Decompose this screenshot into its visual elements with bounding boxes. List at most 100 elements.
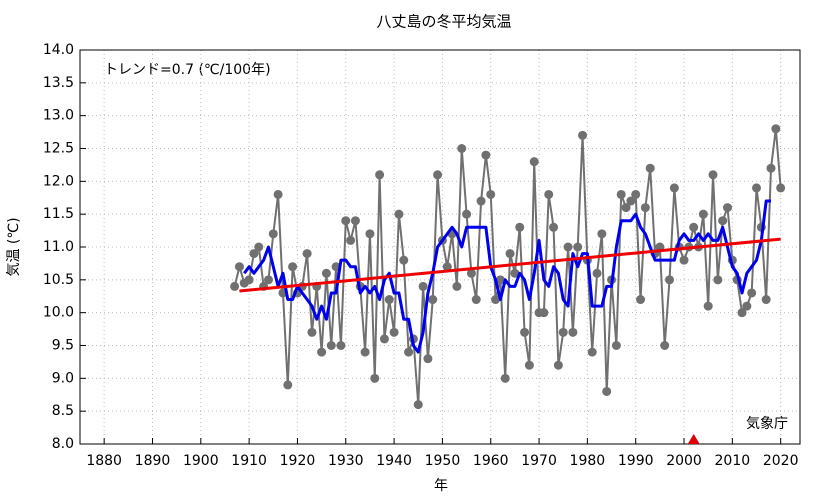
- data-point: [360, 347, 370, 357]
- data-point: [481, 150, 491, 160]
- data-point: [302, 249, 312, 259]
- data-point: [718, 216, 728, 226]
- x-tick-label: 1910: [231, 453, 267, 469]
- data-point: [568, 327, 578, 337]
- x-axis-label: 年: [434, 478, 448, 494]
- y-tick-label: 13.0: [43, 108, 74, 124]
- data-point: [370, 373, 380, 383]
- x-tick-label: 1940: [376, 453, 412, 469]
- data-point: [742, 301, 752, 311]
- y-tick-label: 9.5: [52, 338, 74, 354]
- data-point: [317, 347, 327, 357]
- data-point: [611, 341, 621, 350]
- y-tick-label: 11.5: [43, 206, 74, 222]
- data-point: [558, 327, 568, 337]
- data-point: [553, 360, 563, 370]
- data-point: [752, 183, 762, 193]
- x-tick-label: 1950: [425, 453, 461, 469]
- data-point: [723, 203, 733, 213]
- data-point: [283, 380, 293, 390]
- data-point: [423, 354, 433, 364]
- y-tick-label: 14.0: [43, 42, 74, 58]
- data-point: [404, 347, 414, 357]
- data-point: [626, 196, 636, 206]
- series-line: [243, 199, 772, 354]
- chart-title: 八丈島の冬平均気温: [376, 13, 511, 31]
- y-tick-label: 12.5: [43, 141, 74, 157]
- data-point: [433, 170, 443, 180]
- data-point: [737, 308, 747, 318]
- data-point: [230, 281, 240, 291]
- trend-annotation: トレンド=0.7 (℃/100年): [104, 62, 271, 78]
- data-point: [597, 229, 607, 239]
- x-tick-label: 1970: [521, 453, 557, 469]
- data-point: [515, 222, 525, 232]
- data-point: [336, 341, 346, 350]
- data-point: [452, 281, 462, 291]
- data-point: [587, 347, 597, 357]
- data-point: [365, 229, 375, 239]
- x-tick-label: 2010: [715, 453, 751, 469]
- data-point: [457, 144, 467, 153]
- y-tick-label: 13.5: [43, 75, 74, 91]
- x-tick-label: 2020: [763, 453, 799, 469]
- data-point: [495, 275, 505, 285]
- data-point: [379, 334, 389, 344]
- data-point: [234, 262, 244, 272]
- data-point: [578, 130, 588, 140]
- data-point: [500, 373, 510, 383]
- series-line: [239, 237, 781, 293]
- data-point: [346, 235, 356, 245]
- plot-frame: [79, 49, 801, 445]
- x-tick-label: 1900: [183, 453, 219, 469]
- data-point: [544, 189, 554, 199]
- x-tick-label: 1920: [280, 453, 316, 469]
- data-point: [602, 386, 612, 396]
- x-tick-label: 1990: [618, 453, 654, 469]
- data-point: [766, 163, 776, 173]
- y-tick-label: 9.0: [52, 370, 74, 386]
- y-tick-label: 10.0: [43, 305, 74, 321]
- y-tick-label: 8.5: [52, 403, 74, 419]
- y-axis-label: 気温 (℃): [6, 217, 22, 276]
- data-point: [616, 189, 626, 199]
- data-point: [399, 255, 409, 265]
- data-point: [394, 209, 404, 219]
- data-point: [350, 216, 360, 226]
- data-point: [636, 295, 646, 305]
- data-point: [592, 268, 602, 278]
- data-point: [321, 268, 331, 278]
- data-point: [268, 229, 278, 239]
- data-point: [747, 288, 757, 298]
- data-point: [573, 242, 583, 252]
- data-point: [471, 295, 481, 305]
- data-point: [660, 341, 670, 350]
- y-tick-label: 11.0: [43, 239, 74, 255]
- data-point: [524, 360, 534, 370]
- data-point: [491, 295, 501, 305]
- data-point: [771, 124, 781, 134]
- data-point: [273, 189, 283, 199]
- data-point: [621, 203, 631, 213]
- x-tick-label: 1980: [570, 453, 606, 469]
- data-point: [428, 295, 438, 305]
- data-point: [466, 268, 476, 278]
- x-tick-label: 1880: [86, 453, 122, 469]
- x-tick-label: 2000: [666, 453, 702, 469]
- data-point: [326, 341, 336, 350]
- data-point: [520, 327, 530, 337]
- data-point: [549, 222, 559, 232]
- data-point: [529, 157, 539, 167]
- y-tick-label: 12.0: [43, 173, 74, 189]
- y-tick-label: 8.0: [52, 436, 74, 452]
- data-point: [698, 209, 708, 219]
- data-point: [510, 268, 520, 278]
- data-point: [665, 275, 675, 285]
- data-point: [476, 196, 486, 206]
- data-point: [563, 242, 573, 252]
- data-point: [413, 400, 423, 410]
- y-tick-label: 10.5: [43, 272, 74, 288]
- data-point: [418, 281, 428, 291]
- data-point: [486, 189, 496, 199]
